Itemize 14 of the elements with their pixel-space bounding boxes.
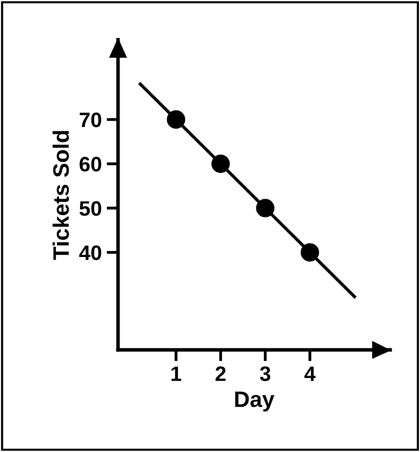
point <box>256 198 274 218</box>
y-tick-label: 50 <box>80 201 102 216</box>
point <box>211 154 230 174</box>
y-tick-label: 60 <box>80 156 102 172</box>
x-tick-label: 1 <box>172 366 182 381</box>
x-tick-label: 3 <box>260 366 270 382</box>
x-tick-label: 4 <box>304 366 316 381</box>
y-tick-label: 40 <box>79 245 102 260</box>
x-axis-title: Day <box>235 392 274 412</box>
point <box>166 110 186 129</box>
y-axis-title: Tickets Sold <box>52 131 69 260</box>
y-tick-label: 70 <box>80 112 102 128</box>
x-tick-label: 2 <box>216 366 226 381</box>
point <box>300 243 320 262</box>
